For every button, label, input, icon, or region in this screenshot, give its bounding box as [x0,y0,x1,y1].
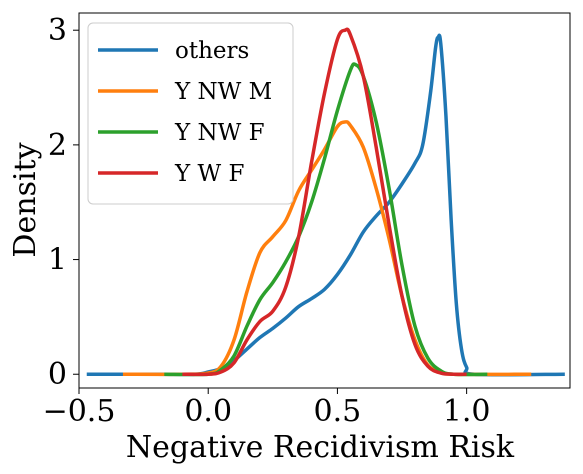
y-axis-label: Density [8,142,43,257]
axis-ticks-layer: −0.5 0.0 0.5 1.0 0 1 2 3 [43,13,491,429]
y-tick-label: 2 [48,128,67,163]
series-line-y-w-f [182,27,467,377]
y-tick-label: 1 [48,243,67,278]
legend-label-y-nw-f: Y NW F [174,120,265,146]
y-tick-label: 3 [48,13,67,48]
legend-label-y-w-f: Y W F [174,161,244,187]
legend-label-y-nw-m: Y NW M [174,79,272,105]
x-tick-label: 0.5 [314,394,362,429]
plot-area-frame [78,12,571,389]
legend-box [87,22,294,205]
x-tick-label: 0.0 [184,394,232,429]
series-line-y-nw-f [164,62,488,377]
series-lines-layer [86,27,565,377]
legend-entries: others Y NW M Y NW F Y W F [98,38,272,187]
legend: others Y NW M Y NW F Y W F [87,22,294,205]
y-tick-label: 0 [48,357,67,392]
legend-label-others: others [175,38,249,64]
x-axis-label: Negative Recidivism Risk [126,430,515,465]
x-tick-label: 1.0 [443,394,491,429]
x-tick-label: −0.5 [43,394,116,429]
